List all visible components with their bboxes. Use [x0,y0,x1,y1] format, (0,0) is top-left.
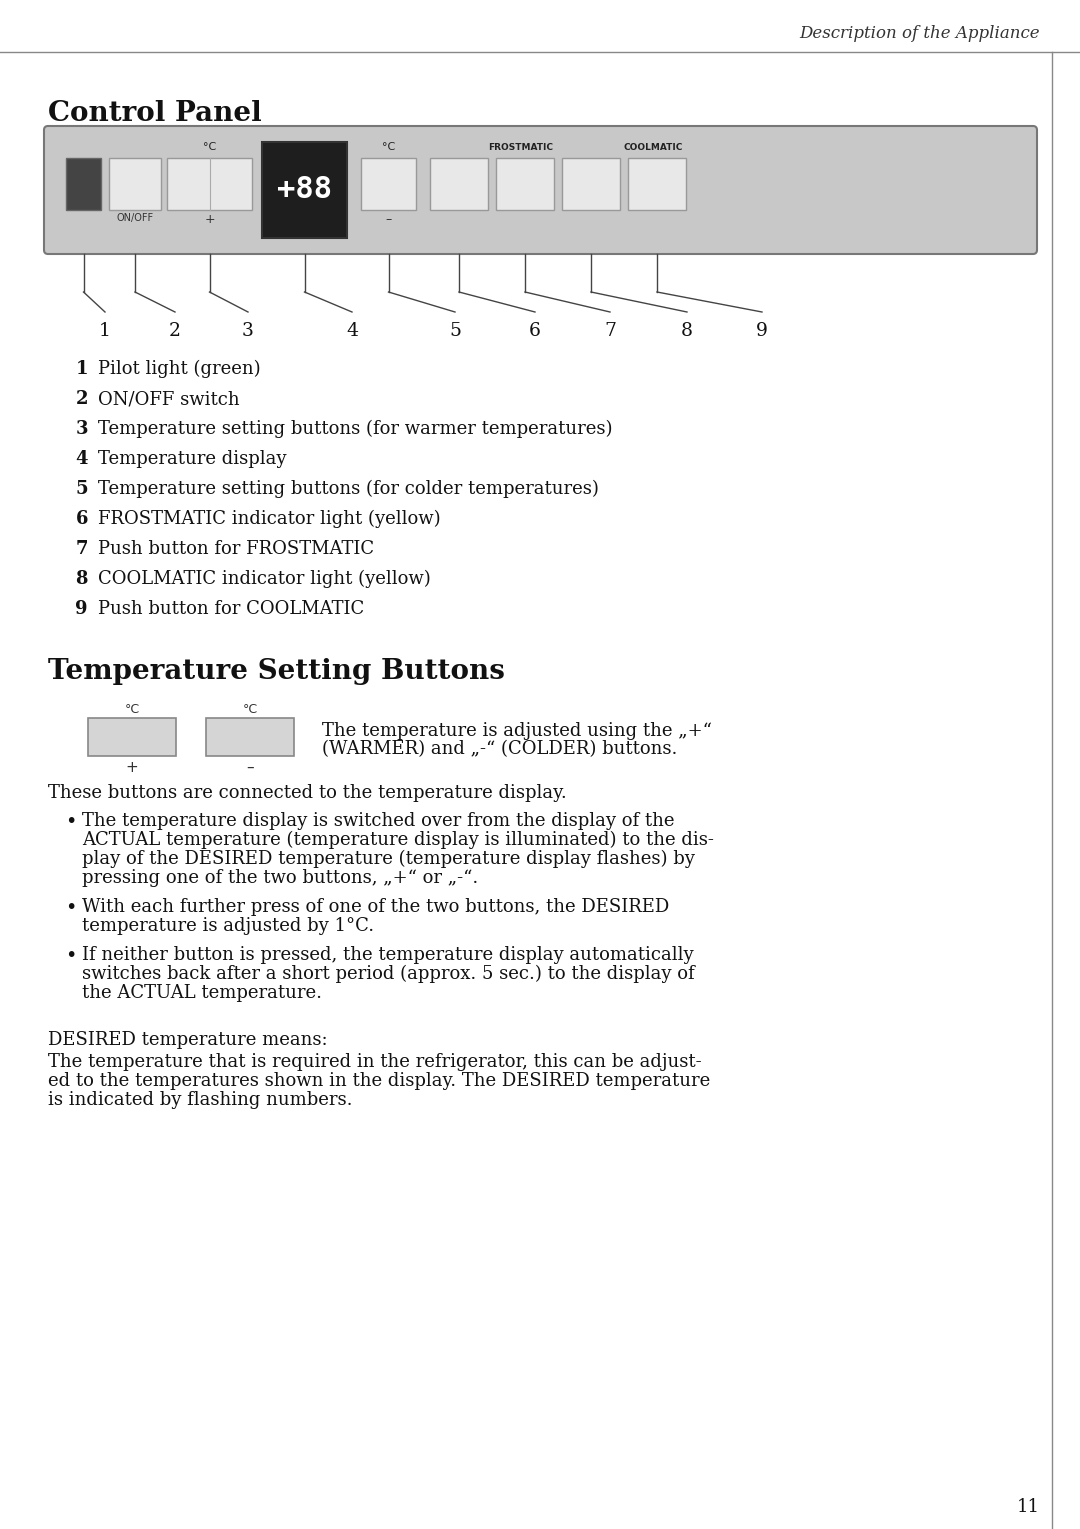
Text: ON/OFF switch: ON/OFF switch [98,390,240,408]
Text: 11: 11 [1017,1498,1040,1515]
Text: temperature is adjusted by 1°C.: temperature is adjusted by 1°C. [82,917,374,936]
Bar [109,157,161,209]
Text: 1: 1 [76,359,87,378]
Text: Push button for COOLMATIC: Push button for COOLMATIC [98,599,364,618]
Text: 3: 3 [76,420,87,437]
Text: If neither button is pressed, the temperature display automatically: If neither button is pressed, the temper… [82,946,693,963]
Text: is indicated by flashing numbers.: is indicated by flashing numbers. [48,1092,352,1109]
Text: 2: 2 [168,323,181,339]
Text: 1: 1 [99,323,111,339]
Text: 6: 6 [529,323,541,339]
Text: COOLMATIC: COOLMATIC [623,144,683,151]
Text: pressing one of the two buttons, „+“ or „-“.: pressing one of the two buttons, „+“ or … [82,868,478,887]
Bar [87,719,176,755]
Bar [627,157,686,209]
Text: the ACTUAL temperature.: the ACTUAL temperature. [82,985,322,1001]
Text: The temperature that is required in the refrigerator, this can be adjust-: The temperature that is required in the … [48,1053,702,1070]
Text: •: • [65,898,77,917]
Text: 2: 2 [76,390,87,408]
Text: 9: 9 [756,323,768,339]
Text: +: + [125,760,138,775]
Text: Description of the Appliance: Description of the Appliance [799,26,1040,43]
Text: ed to the temperatures shown in the display. The DESIRED temperature: ed to the temperatures shown in the disp… [48,1072,711,1090]
Text: °C: °C [203,142,216,151]
Text: Temperature Setting Buttons: Temperature Setting Buttons [48,657,504,685]
Text: Push button for FROSTMATIC: Push button for FROSTMATIC [98,540,374,558]
Text: The temperature is adjusted using the „+“: The temperature is adjusted using the „+… [322,722,712,740]
Text: switches back after a short period (approx. 5 sec.) to the display of: switches back after a short period (appr… [82,965,694,983]
Text: Temperature setting buttons (for warmer temperatures): Temperature setting buttons (for warmer … [98,420,612,439]
Text: The temperature display is switched over from the display of the: The temperature display is switched over… [82,812,675,830]
Text: 5: 5 [76,480,87,498]
Text: DESIRED temperature means:: DESIRED temperature means: [48,1031,327,1049]
Bar [361,157,416,209]
Bar [167,157,252,209]
Text: Pilot light (green): Pilot light (green) [98,359,260,378]
Text: +: + [204,213,215,226]
Bar [562,157,620,209]
Text: play of the DESIRED temperature (temperature display flashes) by: play of the DESIRED temperature (tempera… [82,850,694,868]
Text: –: – [386,213,392,226]
Text: (WARMER) and „-“ (COLDER) buttons.: (WARMER) and „-“ (COLDER) buttons. [322,740,677,758]
Bar [206,719,294,755]
Text: °C: °C [382,142,395,151]
Text: –: – [246,760,254,775]
Text: 7: 7 [76,540,87,558]
Text: These buttons are connected to the temperature display.: These buttons are connected to the tempe… [48,784,567,803]
Text: With each further press of one of the two buttons, the DESIRED: With each further press of one of the tw… [82,898,670,916]
Bar [430,157,488,209]
FancyBboxPatch shape [44,125,1037,254]
Text: 7: 7 [604,323,616,339]
Text: •: • [65,946,77,965]
Text: 3: 3 [242,323,254,339]
Text: ACTUAL temperature (temperature display is illuminated) to the dis-: ACTUAL temperature (temperature display … [82,830,714,849]
Text: ON/OFF: ON/OFF [117,213,153,223]
Text: 6: 6 [76,511,87,528]
Text: 4: 4 [76,450,87,468]
Text: 8: 8 [76,570,87,589]
Text: COOLMATIC indicator light (yellow): COOLMATIC indicator light (yellow) [98,570,431,589]
Text: FROSTMATIC indicator light (yellow): FROSTMATIC indicator light (yellow) [98,511,441,528]
Text: +88: +88 [276,176,332,205]
Text: •: • [65,812,77,830]
Text: °C: °C [124,703,139,716]
Text: FROSTMATIC: FROSTMATIC [488,144,554,151]
Text: Temperature setting buttons (for colder temperatures): Temperature setting buttons (for colder … [98,480,599,498]
Text: Temperature display: Temperature display [98,450,286,468]
Bar [496,157,554,209]
Text: 8: 8 [681,323,693,339]
Text: 9: 9 [76,599,87,618]
Text: Control Panel: Control Panel [48,99,261,127]
Text: °C: °C [242,703,257,716]
Text: 5: 5 [449,323,461,339]
Bar [66,157,102,209]
Text: 4: 4 [346,323,357,339]
Bar [262,142,347,239]
